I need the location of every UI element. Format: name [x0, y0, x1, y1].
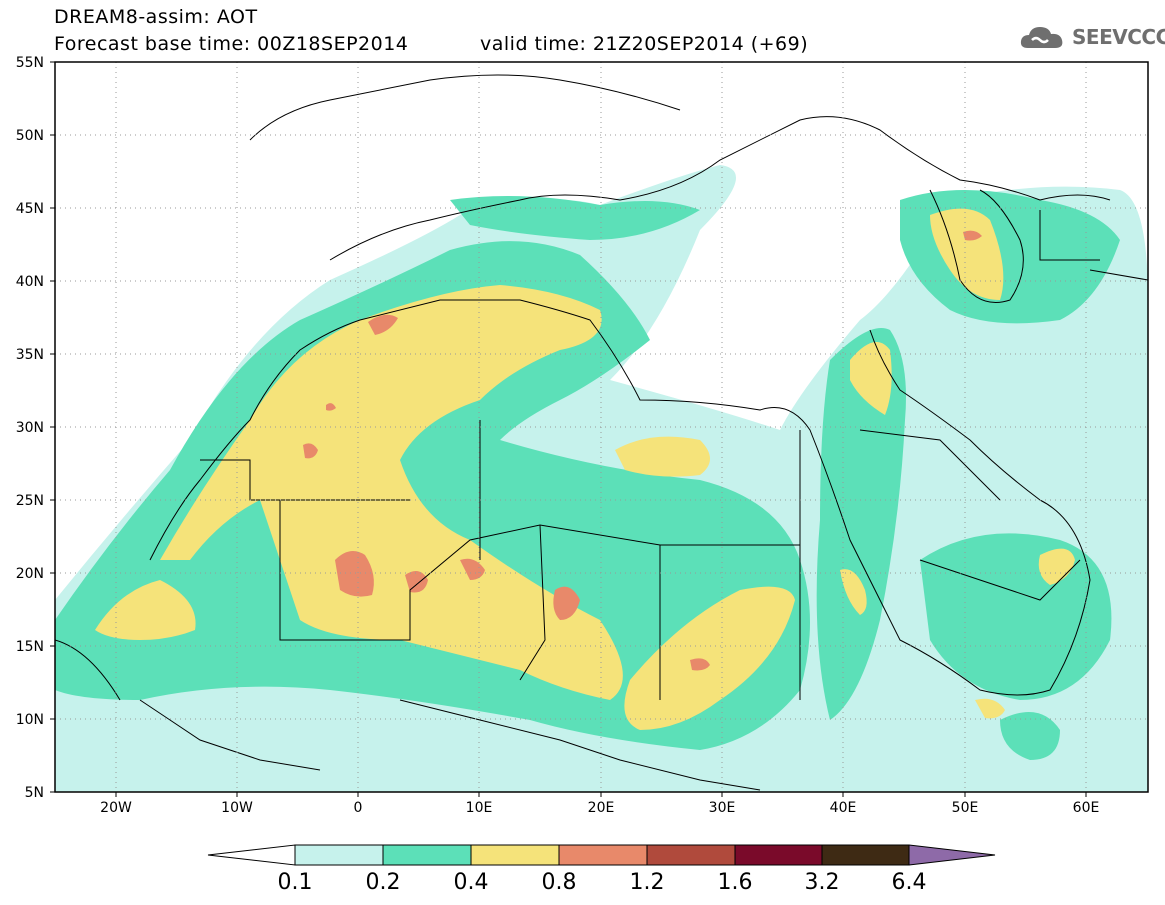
lat-label: 10N	[16, 712, 44, 728]
colorbar-label: 1.2	[629, 870, 665, 895]
lon-labels: 20W 10W 0 10E 20E 30E 40E 50E 60E	[100, 800, 1099, 816]
lat-label: 35N	[16, 347, 44, 363]
map-title: DREAM8-assim: AOT	[54, 6, 258, 28]
colorbar-label: 0.4	[453, 870, 489, 895]
colorbar-swatch	[559, 845, 647, 865]
lon-label: 40E	[830, 800, 857, 816]
lon-label: 30E	[709, 800, 736, 816]
aot-band-0.4	[95, 208, 1075, 730]
tick-marks	[50, 61, 1087, 797]
colorbar-label: 0.8	[541, 870, 577, 895]
seevccc-logo: SEEVCCC	[1018, 22, 1165, 52]
logo-text: SEEVCCC	[1072, 25, 1165, 49]
aot-band-0.8	[303, 230, 982, 671]
colorbar-swatch	[735, 845, 822, 865]
colorbar	[207, 844, 996, 866]
lon-label: 60E	[1073, 800, 1100, 816]
colorbar-label: 0.1	[277, 870, 313, 895]
lat-label: 20N	[16, 566, 44, 582]
colorbar-label: 0.2	[365, 870, 401, 895]
colorbar-high-arrow	[909, 845, 995, 865]
colorbar-label: 1.6	[717, 870, 753, 895]
lon-label: 20W	[100, 800, 132, 816]
coastlines	[55, 74, 1148, 791]
lat-label: 45N	[16, 201, 44, 217]
grid-lines	[55, 62, 1148, 792]
colorbar-label: 6.4	[891, 870, 927, 895]
lat-label: 30N	[16, 420, 44, 436]
colorbar-swatch	[383, 845, 471, 865]
lon-label: 50E	[952, 800, 979, 816]
lat-labels: 55N 50N 45N 40N 35N 30N 25N 20N 15N 10N …	[16, 55, 44, 801]
colorbar-swatch	[647, 845, 735, 865]
lat-label: 15N	[16, 639, 44, 655]
colorbar-swatch	[471, 845, 559, 865]
lat-label: 5N	[25, 785, 44, 801]
lat-label: 25N	[16, 493, 44, 509]
lon-label: 0	[354, 800, 363, 816]
lat-label: 55N	[16, 55, 44, 71]
lat-label: 50N	[16, 128, 44, 144]
colorbar-swatch	[822, 845, 909, 865]
valid-time: valid time: 21Z20SEP2014 (+69)	[480, 33, 809, 55]
colorbar-label: 3.2	[804, 870, 840, 895]
cloud-icon	[1020, 27, 1063, 48]
lat-label: 40N	[16, 274, 44, 290]
colorbar-low-arrow	[207, 844, 296, 866]
lon-label: 20E	[588, 800, 615, 816]
lon-label: 10W	[221, 800, 253, 816]
colorbar-swatch	[295, 845, 383, 865]
lon-label: 10E	[466, 800, 493, 816]
forecast-base-time: Forecast base time: 00Z18SEP2014	[54, 33, 409, 55]
aot-band-0.2	[55, 190, 1120, 760]
